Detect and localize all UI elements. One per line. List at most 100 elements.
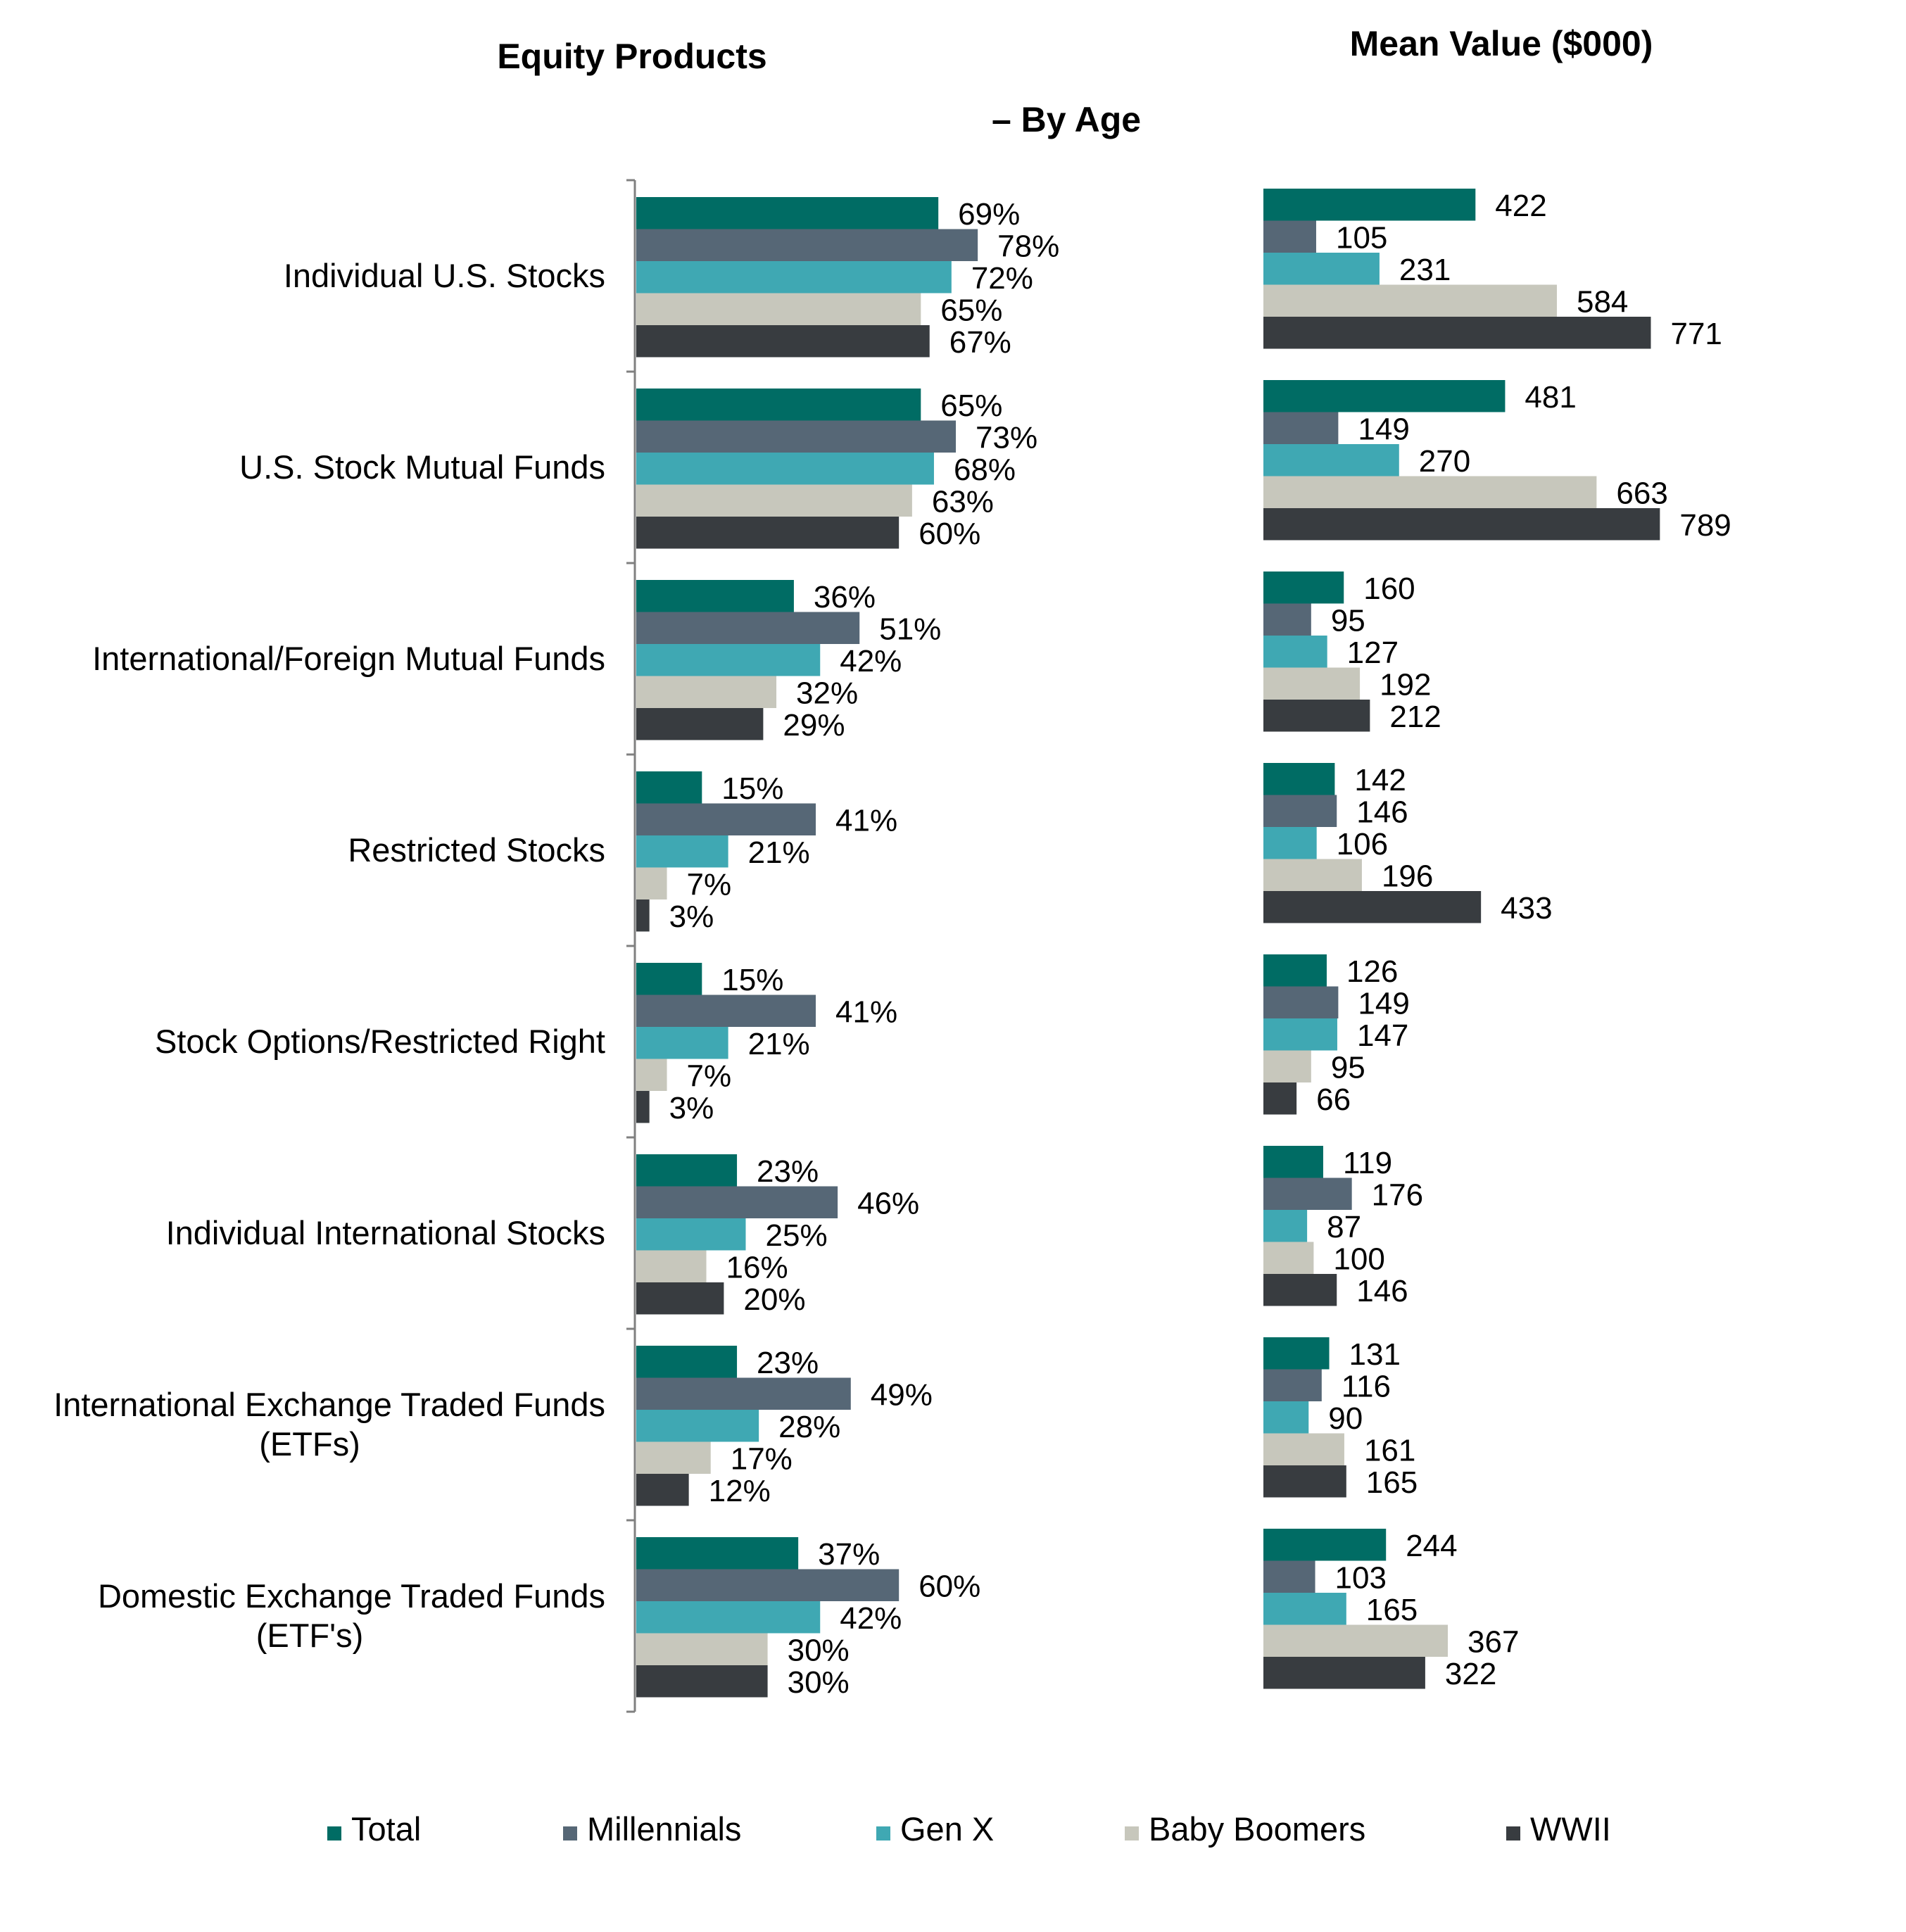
value-label-pct-g5-s3: 16%: [726, 1250, 788, 1284]
legend-label-1: Millennials: [587, 1810, 741, 1848]
bar-pct-g0-s4: [636, 325, 930, 358]
category-labels: Individual U.S. Stocks U.S. Stock Mutual …: [53, 257, 605, 1654]
bar-mean-g7-s4: [1263, 1657, 1425, 1689]
value-label-mean-g3-s3: 196: [1382, 859, 1433, 893]
value-label-mean-g5-s0: 119: [1343, 1146, 1392, 1180]
bar-pct-g0-s1: [636, 229, 978, 261]
legend-label-2: Gen X: [900, 1810, 994, 1848]
value-label-pct-g4-s2: 21%: [748, 1027, 810, 1061]
legend-swatch-1: [563, 1826, 577, 1841]
value-label-pct-g7-s0: 37%: [818, 1537, 880, 1572]
bar-pct-g6-s3: [636, 1441, 711, 1474]
bar-pct-g3-s1: [636, 803, 816, 835]
bar-pct-g2-s2: [636, 644, 821, 676]
bar-pct-g0-s3: [636, 293, 921, 325]
bar-pct-g4-s4: [636, 1091, 650, 1123]
bar-pct-g2-s4: [636, 708, 764, 740]
value-label-pct-g1-s2: 68%: [954, 453, 1016, 487]
bar-pct-g4-s2: [636, 1027, 728, 1059]
category-label-7-1: (ETF's): [256, 1617, 364, 1654]
value-label-mean-g0-s3: 584: [1577, 284, 1628, 319]
bar-pct-g3-s4: [636, 899, 650, 932]
bar-mean-g2-s0: [1263, 572, 1344, 604]
value-label-mean-g1-s4: 789: [1679, 508, 1731, 543]
bar-pct-g7-s2: [636, 1601, 821, 1634]
right-chart-title: Mean Value ($000): [1350, 24, 1653, 63]
bar-pct-g5-s2: [636, 1218, 746, 1251]
bar-mean-g4-s3: [1263, 1050, 1311, 1082]
bar-pct-g6-s1: [636, 1377, 851, 1410]
value-label-mean-g4-s0: 126: [1346, 954, 1398, 989]
value-label-mean-g7-s0: 244: [1406, 1529, 1457, 1563]
legend-swatch-2: [876, 1826, 890, 1841]
bar-pct-g0-s2: [636, 261, 952, 293]
category-label-1-0: U.S. Stock Mutual Funds: [239, 448, 605, 486]
value-label-pct-g2-s0: 36%: [814, 580, 876, 614]
category-label-7-0: Domestic Exchange Traded Funds: [98, 1577, 605, 1615]
bar-mean-g3-s0: [1263, 763, 1335, 795]
bar-mean-g4-s2: [1263, 1018, 1337, 1051]
legend-swatch-4: [1506, 1826, 1520, 1841]
bar-pct-g4-s0: [636, 963, 702, 995]
bar-pct-g2-s1: [636, 612, 860, 644]
value-label-mean-g6-s2: 90: [1328, 1401, 1363, 1436]
value-label-pct-g5-s1: 46%: [857, 1186, 919, 1220]
bar-pct-g6-s4: [636, 1474, 689, 1506]
bar-pct-g4-s3: [636, 1059, 667, 1091]
value-label-pct-g3-s0: 15%: [721, 771, 783, 806]
value-label-mean-g3-s0: 142: [1354, 763, 1406, 797]
value-label-mean-g0-s0: 422: [1495, 189, 1546, 223]
bar-pct-g7-s4: [636, 1665, 768, 1698]
value-label-mean-g4-s2: 147: [1357, 1018, 1408, 1053]
value-label-pct-g6-s0: 23%: [757, 1346, 819, 1380]
category-label-4-0: Stock Options/Restricted Right: [155, 1023, 605, 1060]
value-label-pct-g6-s4: 12%: [709, 1474, 771, 1508]
bar-groups: 69%78%72%65%67%65%73%68%63%60%36%51%42%3…: [636, 189, 1731, 1700]
bar-mean-g0-s2: [1263, 253, 1380, 285]
chart-subtitle: – By Age: [992, 100, 1141, 139]
legend-label-3: Baby Boomers: [1149, 1810, 1365, 1848]
bar-pct-g5-s0: [636, 1154, 738, 1187]
value-label-pct-g2-s3: 32%: [796, 676, 858, 710]
value-label-pct-g1-s4: 60%: [919, 517, 980, 551]
value-label-mean-g1-s0: 481: [1525, 380, 1576, 415]
bar-pct-g1-s3: [636, 484, 912, 517]
value-label-mean-g5-s4: 146: [1356, 1274, 1408, 1308]
value-label-mean-g4-s4: 66: [1316, 1082, 1351, 1117]
bar-mean-g5-s1: [1263, 1177, 1352, 1210]
bar-mean-g4-s0: [1263, 954, 1327, 987]
bar-mean-g7-s1: [1263, 1560, 1315, 1593]
bar-mean-g2-s1: [1263, 603, 1311, 636]
value-label-pct-g7-s4: 30%: [788, 1665, 850, 1700]
bar-pct-g3-s3: [636, 867, 667, 899]
value-label-pct-g5-s0: 23%: [757, 1154, 819, 1189]
bar-mean-g4-s1: [1263, 986, 1339, 1018]
bar-mean-g1-s0: [1263, 380, 1506, 412]
bar-mean-g3-s2: [1263, 827, 1317, 859]
value-label-mean-g0-s2: 231: [1399, 253, 1451, 287]
value-label-pct-g2-s2: 42%: [840, 644, 902, 678]
value-label-pct-g7-s2: 42%: [840, 1601, 902, 1636]
category-label-5-0: Individual International Stocks: [166, 1214, 605, 1251]
bar-pct-g1-s0: [636, 389, 921, 421]
value-label-mean-g3-s1: 146: [1356, 795, 1408, 829]
value-label-pct-g0-s0: 69%: [958, 197, 1020, 232]
bar-mean-g0-s1: [1263, 220, 1316, 253]
bar-pct-g3-s2: [636, 835, 728, 868]
bar-pct-g7-s1: [636, 1569, 900, 1601]
bar-pct-g5-s4: [636, 1282, 724, 1315]
value-label-pct-g3-s1: 41%: [835, 803, 897, 838]
value-label-pct-g4-s4: 3%: [669, 1091, 714, 1125]
value-label-mean-g5-s2: 87: [1327, 1210, 1361, 1244]
bar-pct-g1-s2: [636, 453, 934, 485]
left-chart-title: Equity Products: [497, 37, 766, 76]
bar-pct-g5-s1: [636, 1186, 838, 1218]
value-label-mean-g4-s1: 149: [1358, 986, 1409, 1021]
value-label-mean-g7-s4: 322: [1445, 1657, 1496, 1691]
value-label-pct-g1-s3: 63%: [932, 484, 994, 519]
bar-mean-g6-s2: [1263, 1401, 1309, 1434]
category-label-6-1: (ETFs): [259, 1425, 360, 1463]
value-label-pct-g1-s0: 65%: [940, 389, 1002, 423]
